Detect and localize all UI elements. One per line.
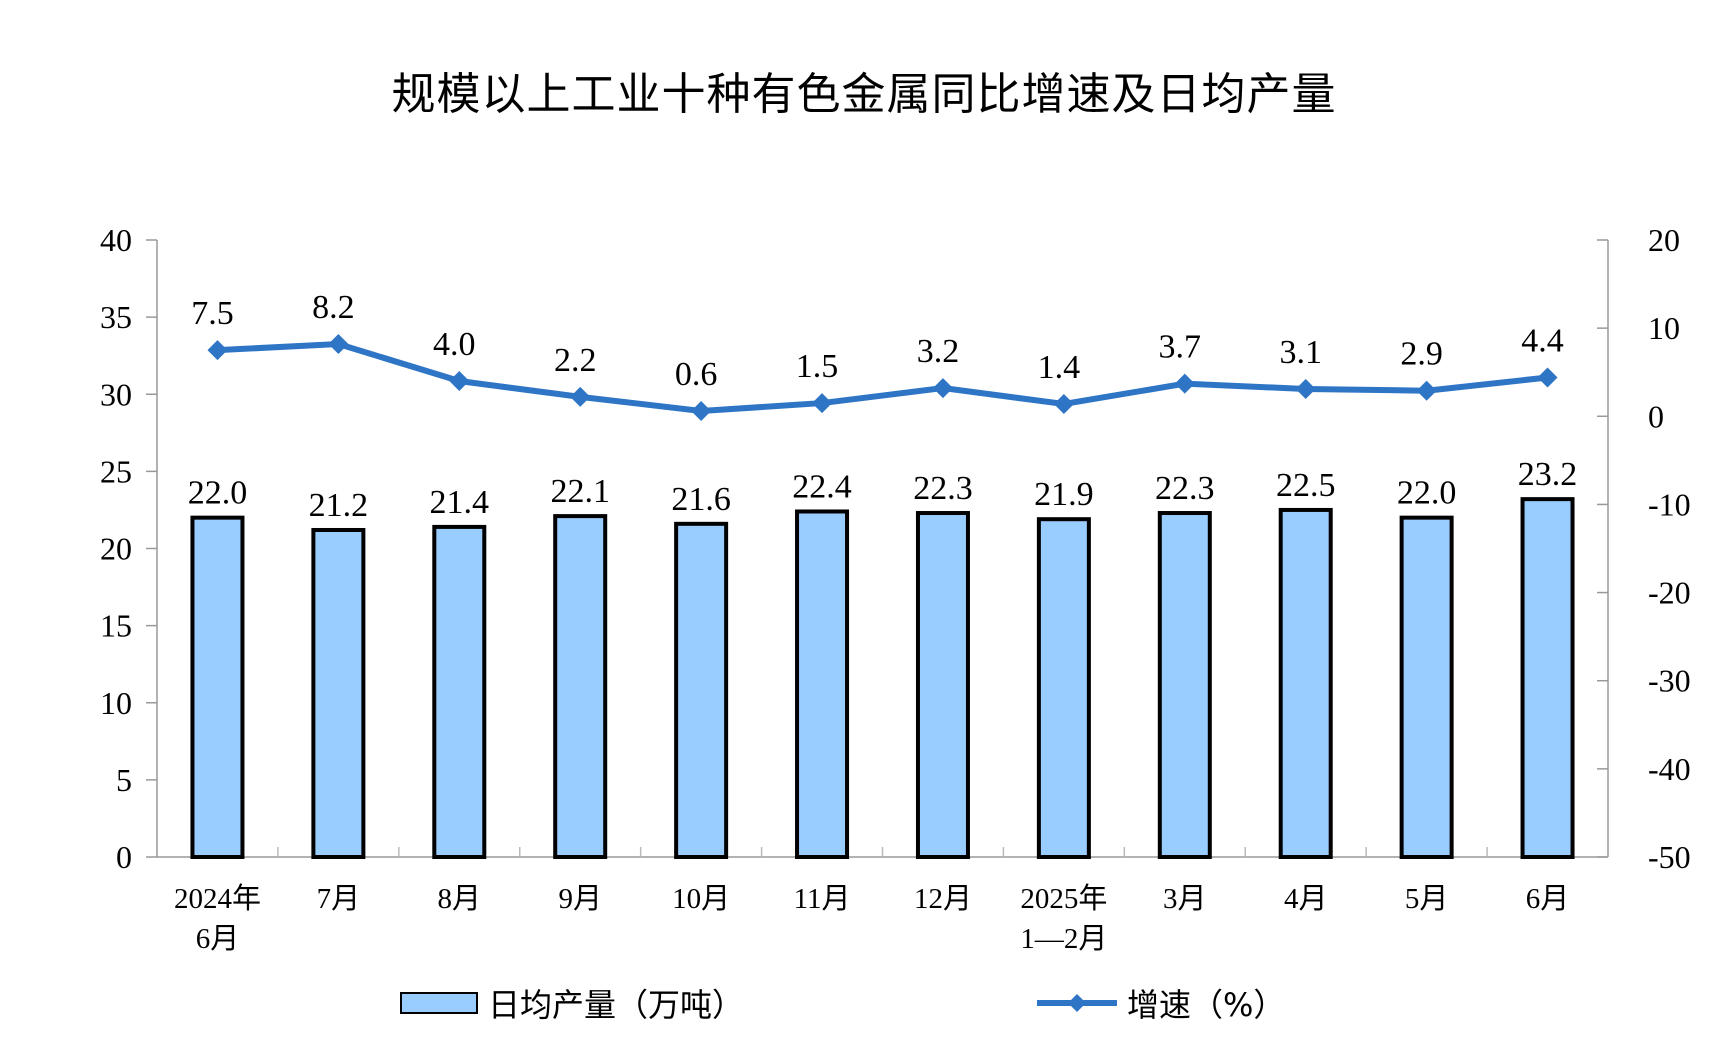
bar-data-label: 22.4 xyxy=(792,468,852,505)
line-data-label: 2.2 xyxy=(554,342,597,379)
right-tick-label: 0 xyxy=(1648,398,1664,434)
legend-item-bar: 日均产量（万吨） xyxy=(400,980,744,1026)
line-data-label: 8.2 xyxy=(312,289,355,326)
bar xyxy=(1278,507,1333,859)
line-marker xyxy=(812,393,833,414)
left-tick-label: 40 xyxy=(100,222,132,258)
legend-bar-label: 日均产量（万吨） xyxy=(488,986,745,1024)
bar xyxy=(553,514,608,859)
bar xyxy=(1036,517,1091,859)
bar-data-label: 21.6 xyxy=(671,481,731,518)
line-marker xyxy=(691,400,712,421)
bar xyxy=(674,521,729,859)
bar-data-label: 21.9 xyxy=(1034,476,1094,513)
x-tick-label: 11月 xyxy=(794,883,851,915)
right-tick-label: -50 xyxy=(1648,839,1691,875)
bar xyxy=(311,527,366,859)
bar xyxy=(1157,511,1212,860)
legend-line-label: 增速（%） xyxy=(1127,986,1286,1024)
line-data-label: 1.5 xyxy=(796,348,839,385)
line-data-label: 3.1 xyxy=(1279,334,1322,371)
x-tick-label: 10月 xyxy=(672,883,730,915)
legend-line-swatch xyxy=(1037,994,1117,1012)
x-tick-label: 12月 xyxy=(914,883,972,915)
left-tick-label: 25 xyxy=(100,453,132,489)
x-tick-label: 9月 xyxy=(558,883,602,915)
bar-data-label: 21.2 xyxy=(309,487,369,524)
x-tick-label: 6月 xyxy=(1526,883,1570,915)
x-tick-label: 8月 xyxy=(438,883,482,915)
line-data-label: 3.2 xyxy=(917,333,960,370)
left-tick-label: 10 xyxy=(100,685,132,721)
bar-data-label: 22.1 xyxy=(550,473,610,510)
x-tick-label: 7月 xyxy=(317,883,361,915)
right-tick-label: -40 xyxy=(1648,751,1691,787)
line-data-label: 4.4 xyxy=(1521,323,1564,360)
x-tick-label: 5月 xyxy=(1405,883,1449,915)
right-tick-label: 20 xyxy=(1648,222,1680,258)
line-marker xyxy=(207,340,228,361)
bar xyxy=(915,511,970,860)
legend-item-line: 增速（%） xyxy=(1035,980,1285,1026)
bar-data-label: 23.2 xyxy=(1518,456,1578,493)
right-tick-label: 10 xyxy=(1648,310,1680,346)
right-tick-label: -30 xyxy=(1648,663,1691,699)
left-tick-label: 15 xyxy=(100,608,132,644)
legend-bar-swatch xyxy=(400,992,478,1014)
line-marker xyxy=(1174,373,1195,394)
line-marker xyxy=(1295,378,1316,399)
x-tick-label: 6月 xyxy=(196,923,240,955)
line-data-label: 3.7 xyxy=(1159,329,1202,366)
bar xyxy=(1520,497,1575,859)
bar-data-label: 22.3 xyxy=(913,470,973,507)
x-tick-label: 2024年 xyxy=(174,882,261,915)
line-marker xyxy=(932,378,953,399)
bar-data-label: 22.3 xyxy=(1155,470,1215,507)
left-tick-label: 30 xyxy=(100,376,132,412)
bar-data-label: 22.0 xyxy=(1397,475,1457,512)
line-marker xyxy=(328,334,349,355)
bar-data-label: 21.4 xyxy=(430,484,490,521)
x-tick-label: 4月 xyxy=(1284,883,1328,915)
bar xyxy=(190,515,245,860)
line-data-label: 2.9 xyxy=(1400,336,1443,373)
chart-title: 规模以上工业十种有色金属同比增速及日均产量 xyxy=(391,69,1337,120)
line-marker xyxy=(1053,393,1074,414)
x-tick-label: 2025年 xyxy=(1020,882,1107,915)
line-data-label: 0.6 xyxy=(675,356,718,393)
bar xyxy=(432,524,487,860)
line-data-label: 7.5 xyxy=(191,295,234,332)
line-marker xyxy=(1537,367,1558,388)
x-tick-label: 1—2月 xyxy=(1020,923,1107,955)
left-tick-label: 0 xyxy=(116,839,132,875)
left-tick-label: 35 xyxy=(100,299,132,335)
line-data-label: 4.0 xyxy=(433,326,476,363)
line-marker xyxy=(1416,380,1437,401)
bar-data-label: 22.0 xyxy=(188,475,248,512)
bar-data-label: 22.5 xyxy=(1276,467,1336,504)
right-tick-label: -20 xyxy=(1648,575,1691,611)
bar xyxy=(795,509,850,859)
line-marker xyxy=(570,386,591,407)
growth-line xyxy=(217,340,1548,415)
left-tick-label: 20 xyxy=(100,531,132,567)
x-tick-label: 3月 xyxy=(1163,883,1207,915)
right-tick-label: -10 xyxy=(1648,486,1691,522)
left-tick-label: 5 xyxy=(116,762,132,798)
bar xyxy=(1399,515,1454,860)
line-data-label: 1.4 xyxy=(1038,349,1081,386)
line-marker xyxy=(449,371,470,392)
